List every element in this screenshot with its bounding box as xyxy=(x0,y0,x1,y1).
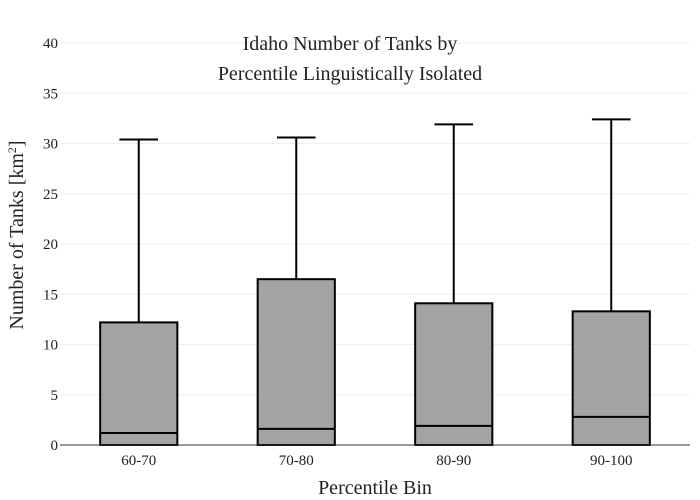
x-tick-label: 80-90 xyxy=(436,453,471,469)
box-group xyxy=(571,118,651,446)
y-axis-label-close: ] xyxy=(6,140,28,147)
y-axis-label-superscript: 2 xyxy=(5,147,19,153)
x-axis-label: Percentile Bin xyxy=(318,477,432,499)
x-tick-label: 70-80 xyxy=(279,453,314,469)
boxes xyxy=(99,118,651,447)
y-tick-labels: 0 5 10 15 20 25 30 35 40 xyxy=(43,36,58,454)
y-axis-label: Number of Tanks [km2] xyxy=(5,140,28,329)
box-group xyxy=(414,123,494,447)
x-tick-label: 60-70 xyxy=(121,453,156,469)
box-body xyxy=(414,302,494,447)
y-tick-label: 35 xyxy=(43,86,58,102)
y-tick-label: 15 xyxy=(43,287,58,303)
y-tick-label: 10 xyxy=(43,338,58,354)
y-tick-label: 40 xyxy=(43,36,58,52)
chart-title-line-1: Idaho Number of Tanks by xyxy=(243,33,458,55)
box-body xyxy=(99,321,179,447)
y-tick-label: 25 xyxy=(43,187,58,203)
box-group xyxy=(99,138,179,447)
box-body xyxy=(256,278,336,446)
y-axis-label-main: Number of Tanks [km xyxy=(6,153,28,330)
y-tick-label: 30 xyxy=(43,137,58,153)
x-tick-labels: 60-70 70-80 80-90 90-100 xyxy=(121,453,632,469)
box-group xyxy=(256,136,336,446)
x-tick-label: 90-100 xyxy=(590,453,633,469)
chart-title-line-2: Percentile Linguistically Isolated xyxy=(218,63,482,85)
y-tick-label: 0 xyxy=(51,438,59,454)
y-tick-label: 20 xyxy=(43,237,58,253)
y-tick-label: 5 xyxy=(51,388,59,404)
box-body xyxy=(571,310,651,446)
